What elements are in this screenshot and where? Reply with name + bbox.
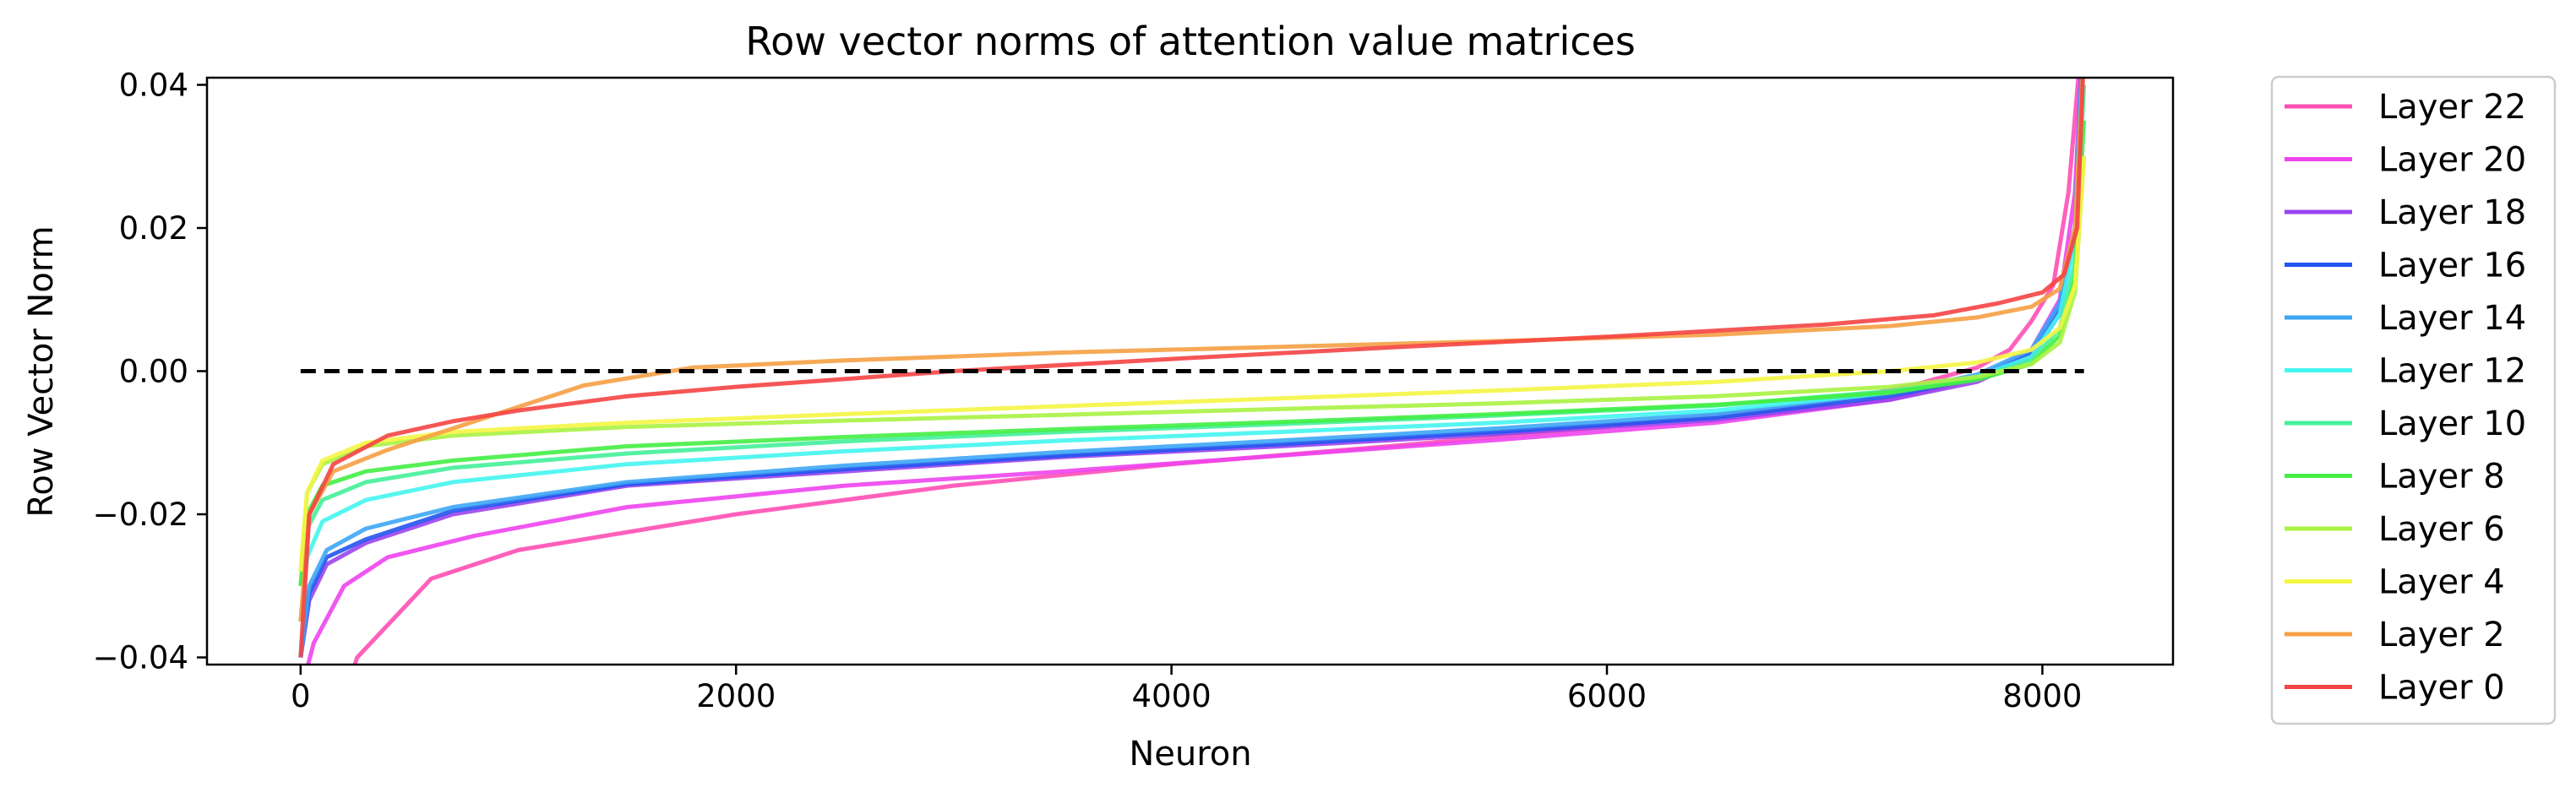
legend-label: Layer 6	[2378, 510, 2505, 549]
legend-label: Layer 18	[2378, 193, 2526, 232]
y-tick-label: 0.04	[119, 67, 188, 103]
legend-item: Layer 4	[2285, 563, 2505, 602]
x-tick-label: 6000	[1567, 678, 1647, 714]
series-line-layer-6	[298, 156, 2087, 573]
legend-item: Layer 16	[2285, 247, 2526, 285]
series-layer	[298, 78, 2087, 665]
series-line-layer-12	[298, 78, 2085, 622]
x-axis-label: Neuron	[1129, 735, 1251, 774]
legend-item: Layer 20	[2285, 141, 2526, 180]
legend-label: Layer 16	[2378, 247, 2526, 285]
legend-label: Layer 0	[2378, 669, 2505, 708]
series-line-layer-22	[352, 78, 2081, 665]
legend-label: Layer 14	[2378, 299, 2526, 338]
legend-label: Layer 20	[2378, 141, 2526, 180]
legend-item: Layer 22	[2285, 88, 2526, 127]
legend-label: Layer 22	[2378, 88, 2526, 127]
legend-label: Layer 4	[2378, 563, 2505, 602]
legend-label: Layer 10	[2378, 404, 2526, 443]
legend-item: Layer 18	[2285, 193, 2526, 232]
x-axis-ticks: 0 2000 4000 6000 8000	[291, 665, 2082, 714]
legend: Layer 22 Layer 20 Layer 18 Layer 16 Layer 14…	[2270, 75, 2557, 725]
legend-label: Layer 8	[2378, 458, 2505, 497]
chart-title: Row vector norms of attention value matr…	[745, 19, 1636, 64]
legend-item: Layer 12	[2285, 352, 2526, 391]
y-tick-label: 0.00	[119, 354, 188, 390]
legend-frame	[2270, 75, 2557, 725]
series-line-layer-14	[298, 78, 2083, 658]
y-tick-label: −0.02	[93, 497, 188, 533]
series-line-layer-16	[298, 78, 2083, 658]
x-tick-label: 4000	[1132, 678, 1212, 714]
series-line-layer-10	[298, 84, 2087, 587]
series-line-layer-0	[298, 78, 2085, 658]
legend-item: Layer 2	[2285, 616, 2505, 654]
series-line-layer-20	[306, 78, 2083, 665]
y-tick-label: −0.04	[93, 640, 188, 676]
legend-item: Layer 6	[2285, 510, 2505, 549]
x-tick-label: 8000	[2002, 678, 2082, 714]
x-tick-label: 2000	[696, 678, 776, 714]
legend-item: Layer 10	[2285, 404, 2526, 443]
y-axis-label: Row Vector Norm	[22, 225, 61, 517]
x-tick-label: 0	[291, 678, 311, 714]
legend-item: Layer 14	[2285, 299, 2526, 338]
series-line-layer-2	[298, 78, 2085, 622]
series-line-layer-18	[298, 78, 2083, 658]
legend-label: Layer 12	[2378, 352, 2526, 391]
legend-item: Layer 8	[2285, 458, 2505, 497]
legend-item: Layer 0	[2285, 669, 2505, 708]
y-axis-ticks: −0.04 −0.02 0.00 0.02 0.04	[93, 67, 207, 676]
legend-label: Layer 2	[2378, 616, 2505, 654]
series-line-layer-4	[298, 156, 2087, 573]
y-tick-label: 0.02	[119, 210, 188, 247]
